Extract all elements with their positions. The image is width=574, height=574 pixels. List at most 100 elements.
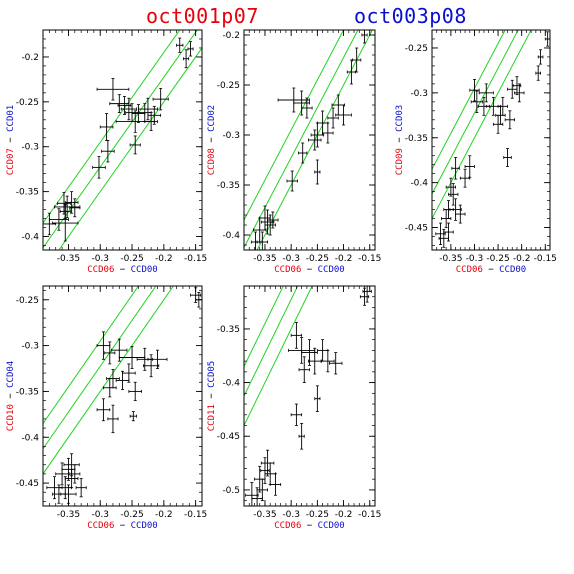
- panel-2: -0.35 -0.3 -0.25 -0.2 -0.15 -0.4 -0.35 -0.3 -0.2…: [207, 29, 381, 275]
- x-axis-label-part-3: CCD00: [318, 265, 345, 275]
- y-tick-label: -0.25: [405, 44, 428, 54]
- x-axis-label: CCD06 − CCD00: [87, 521, 157, 531]
- plot-frame: [42, 29, 203, 251]
- data-point: [359, 287, 370, 306]
- figure-title-left: oct001p07: [146, 4, 259, 28]
- data-point: [455, 204, 466, 224]
- x-axis-label-part-3: CCD00: [318, 521, 345, 531]
- data-point: [308, 347, 322, 375]
- y-tick-label: -0.4: [222, 379, 240, 389]
- data-point: [288, 337, 316, 364]
- y-axis-label-part-3: CCD01: [6, 105, 16, 132]
- x-tick-label: -0.3: [466, 254, 484, 264]
- x-tick-label: -0.2: [155, 510, 173, 520]
- data-point: [459, 168, 471, 188]
- x-tick-label: -0.2: [513, 254, 531, 264]
- x-tick-label: -0.25: [120, 510, 143, 520]
- reference-line-2: [244, 286, 299, 397]
- data-point: [99, 113, 114, 141]
- x-tick-label: -0.15: [358, 254, 381, 264]
- minor-ticks: [42, 286, 203, 506]
- y-axis-label-part-1: CCD09: [395, 148, 405, 175]
- reference-lines: [244, 286, 313, 426]
- y-axis-label-part-2: −: [6, 132, 16, 148]
- y-axis-label-part-3: CCD02: [207, 105, 217, 132]
- data-point: [187, 41, 194, 57]
- y-tick-label: -0.45: [217, 432, 240, 442]
- reference-line-1: [432, 30, 532, 219]
- data-point: [120, 97, 137, 121]
- x-axis-label-part-1: CCD06: [87, 521, 114, 531]
- panel-5: -0.35 -0.3 -0.25 -0.2 -0.15 -0.5 -0.45 -0.4 -0.3…: [207, 285, 381, 531]
- data-point: [298, 422, 305, 450]
- x-tick-label: -0.2: [335, 254, 353, 264]
- x-axis-label-part-1: CCD06: [456, 265, 483, 275]
- x-tick-label: -0.25: [120, 254, 143, 264]
- x-axis-label-part-3: CCD00: [499, 265, 526, 275]
- data-point: [301, 97, 313, 119]
- reference-line-2: [43, 286, 157, 449]
- reference-line-2: [432, 30, 519, 195]
- data-point: [361, 30, 368, 44]
- data-point: [478, 83, 494, 103]
- data-point: [470, 90, 483, 114]
- x-axis-label: CCD06 − CCD00: [456, 265, 526, 275]
- y-axis-label: CCD10 − CCD04: [6, 361, 16, 431]
- reference-lines: [432, 30, 532, 219]
- data-point: [115, 110, 155, 133]
- y-tick-label: -0.2: [222, 31, 240, 41]
- minor-ticks: [243, 285, 376, 506]
- data-point: [316, 339, 329, 362]
- data-point: [352, 47, 362, 73]
- plot-frame: [42, 285, 203, 507]
- data-point: [103, 378, 117, 398]
- data-point: [451, 157, 460, 180]
- x-tick-label: -0.3: [282, 254, 300, 264]
- y-axis-label: CCD09 − CCD03: [395, 105, 405, 175]
- y-tick-label: -0.2: [21, 53, 39, 63]
- minor-ticks: [431, 29, 551, 250]
- y-tick-label: -0.35: [217, 181, 240, 191]
- data-point: [329, 352, 343, 375]
- data-point: [503, 148, 512, 167]
- y-tick-label: -0.45: [405, 224, 428, 234]
- y-tick-label: -0.35: [217, 325, 240, 335]
- x-axis-label-part-2: −: [301, 265, 317, 275]
- y-axis-label: CCD07 − CCD01: [6, 105, 16, 175]
- data-point: [298, 356, 310, 383]
- data-point: [335, 104, 352, 126]
- data-point: [322, 122, 334, 144]
- data-point: [57, 192, 71, 215]
- data-point: [492, 114, 504, 134]
- y-axis-label-part-2: −: [207, 132, 217, 148]
- data-points: [435, 31, 550, 248]
- y-tick-label: -0.3: [410, 89, 428, 99]
- x-tick-label: -0.35: [253, 510, 276, 520]
- x-axis-label-part-1: CCD06: [87, 265, 114, 275]
- data-point: [245, 481, 259, 506]
- data-point: [104, 341, 116, 365]
- data-point: [441, 209, 452, 228]
- reference-line-3: [432, 30, 506, 170]
- data-point: [504, 110, 515, 130]
- data-point: [52, 204, 79, 242]
- data-point: [101, 140, 115, 163]
- y-axis-label-part-1: CCD11: [207, 404, 217, 431]
- data-point: [260, 209, 275, 235]
- data-point: [290, 322, 303, 349]
- x-axis-label-part-3: CCD00: [131, 265, 158, 275]
- x-tick-label: -0.2: [335, 510, 353, 520]
- data-point: [107, 404, 119, 434]
- data-point: [143, 354, 160, 378]
- y-axis-label-part-1: CCD08: [207, 148, 217, 175]
- data-point: [310, 122, 325, 148]
- data-point: [64, 468, 79, 489]
- data-point: [254, 465, 266, 493]
- data-point: [327, 107, 339, 129]
- x-axis-label-part-2: −: [483, 265, 499, 275]
- panel-1: -0.35 -0.3 -0.25 -0.2 -0.15 -0.4 -0.35 -0.3 -0.2…: [6, 29, 207, 275]
- x-axis-label: CCD06 − CCD00: [87, 265, 157, 275]
- x-tick-label: -0.15: [184, 254, 207, 264]
- data-point: [321, 349, 335, 373]
